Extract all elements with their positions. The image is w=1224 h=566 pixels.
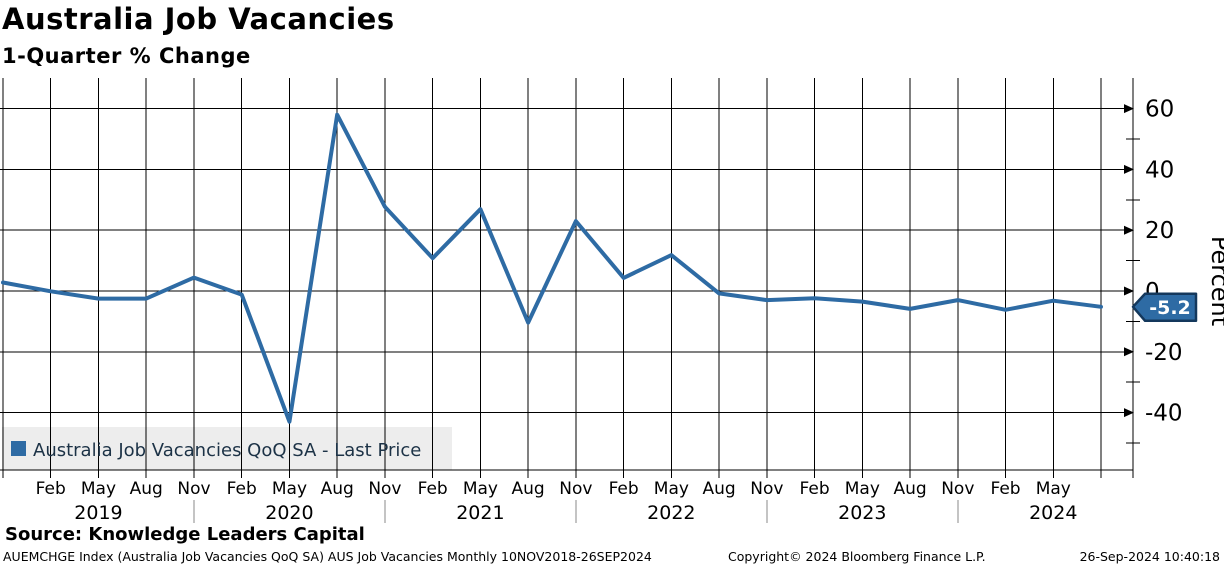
x-month-label: Feb	[609, 479, 639, 499]
x-month-label: May	[654, 479, 689, 499]
axis-tick-arrow	[1124, 104, 1134, 114]
x-month-label: Nov	[177, 479, 210, 499]
page-title: Australia Job Vacancies	[2, 2, 395, 36]
x-month-label: Aug	[512, 479, 545, 499]
x-month-label: Aug	[130, 479, 163, 499]
x-month-label: Aug	[702, 479, 735, 499]
x-year-label: 2023	[838, 502, 886, 524]
axis-tick-arrow	[1124, 408, 1134, 418]
y-tick-label: -40	[1145, 401, 1183, 427]
footer-copyright: Copyright© 2024 Bloomberg Finance L.P.	[728, 549, 986, 564]
x-month-label: Nov	[750, 479, 783, 499]
x-month-label: Aug	[893, 479, 926, 499]
footer-ticker-info: AUEMCHGE Index (Australia Job Vacancies …	[3, 549, 652, 564]
x-month-label: Nov	[559, 479, 592, 499]
x-month-label: May	[463, 479, 498, 499]
y-tick-label: 60	[1145, 97, 1174, 123]
y-tick-label: 40	[1145, 157, 1174, 183]
x-month-label: May	[272, 479, 307, 499]
series-line	[1, 112, 1104, 424]
x-month-label: Aug	[321, 479, 354, 499]
x-month-label: Feb	[990, 479, 1020, 499]
x-month-label: May	[1036, 479, 1071, 499]
x-year-label: 2019	[74, 502, 122, 524]
page-subtitle: 1-Quarter % Change	[2, 44, 251, 68]
y-tick-label: -20	[1145, 340, 1183, 366]
x-year-label: 2021	[456, 502, 504, 524]
legend-swatch	[11, 441, 26, 456]
x-month-label: Feb	[36, 479, 66, 499]
footer-timestamp: 26-Sep-2024 10:40:18	[1079, 549, 1220, 564]
x-month-label: Feb	[800, 479, 830, 499]
legend-label: Australia Job Vacancies QoQ SA - Last Pr…	[33, 440, 421, 461]
axis-tick-arrow	[1124, 225, 1134, 235]
last-price-badge	[1131, 292, 1198, 323]
x-year-label: 2024	[1029, 502, 1077, 524]
x-month-label: Nov	[368, 479, 401, 499]
axis-tick-arrow	[1124, 347, 1134, 357]
x-month-label: May	[81, 479, 116, 499]
x-month-label: Feb	[418, 479, 448, 499]
source-line: Source: Knowledge Leaders Capital	[5, 524, 365, 545]
y-axis-title: Percent	[1206, 236, 1224, 326]
legend-box	[2, 427, 452, 470]
x-year-label: 2020	[265, 502, 313, 524]
x-month-label: May	[845, 479, 880, 499]
x-month-label: Feb	[227, 479, 257, 499]
x-year-label: 2022	[647, 502, 695, 524]
axis-tick-arrow	[1124, 164, 1134, 174]
badge-value: -5.2	[1149, 297, 1191, 319]
x-month-label: Nov	[941, 479, 974, 499]
axis-tick-arrow	[1124, 286, 1134, 296]
y-tick-label: 20	[1145, 218, 1174, 244]
